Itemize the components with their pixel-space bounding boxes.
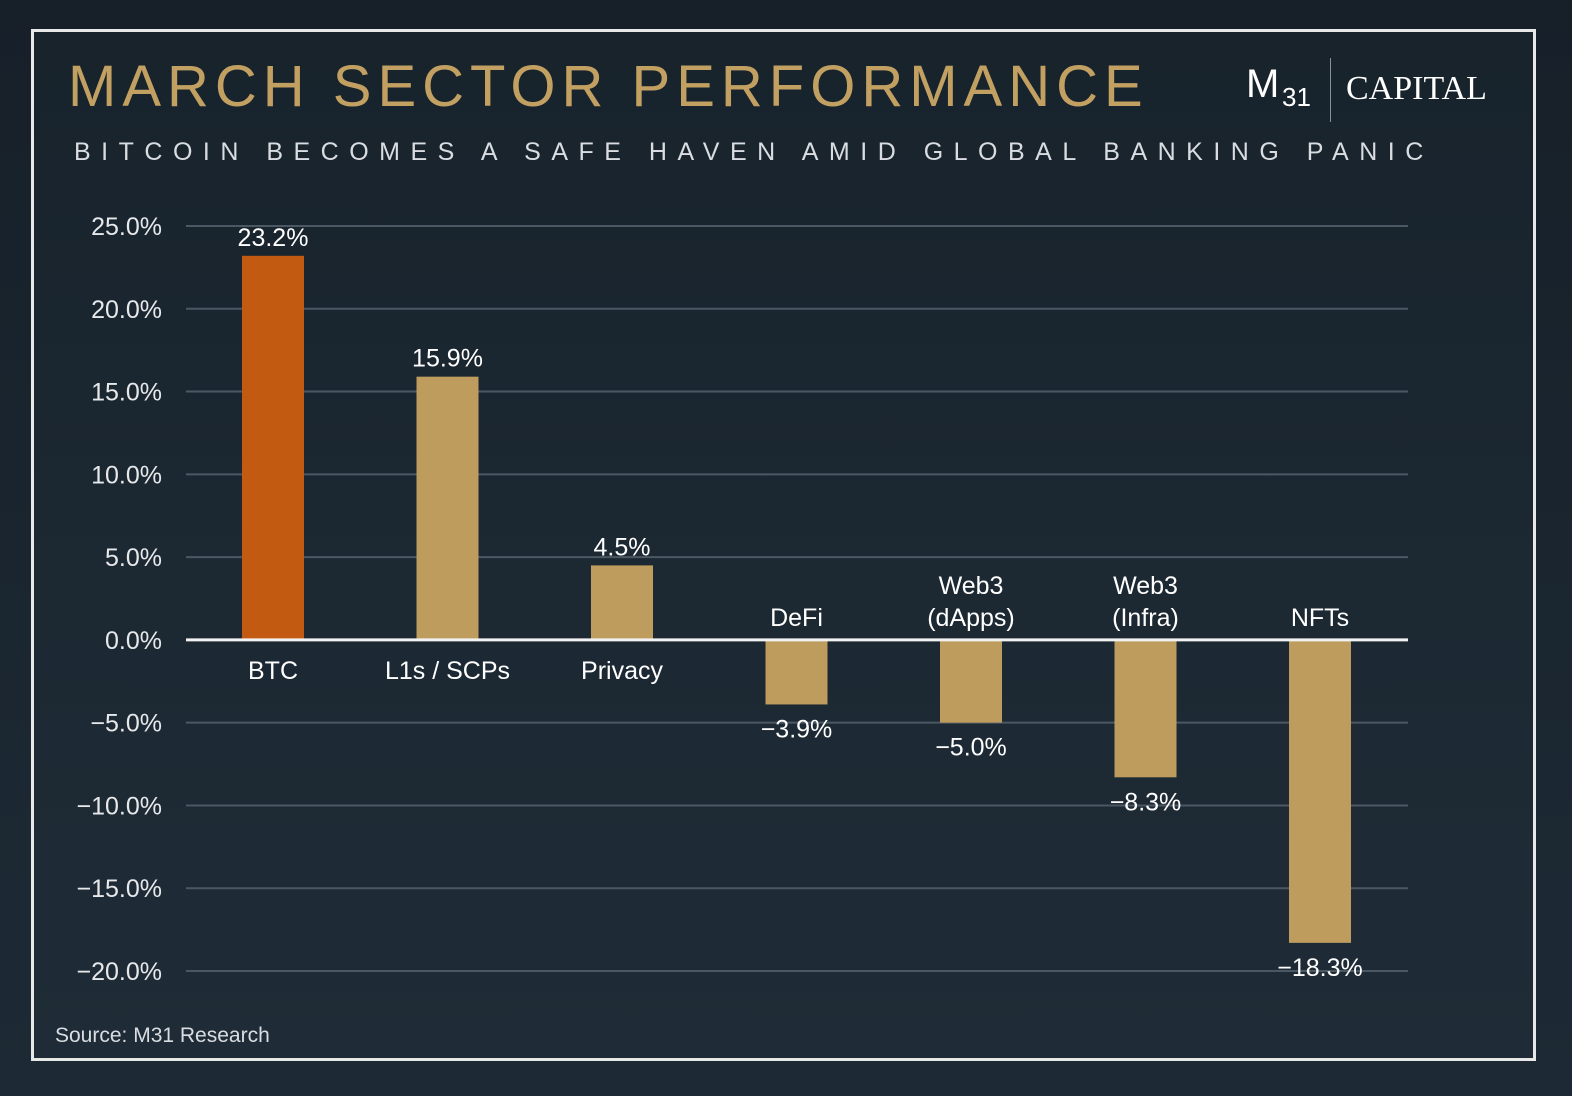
logo-divider: [1330, 58, 1331, 122]
bar: [416, 376, 479, 640]
bar: [1114, 639, 1177, 778]
data-label: −18.3%: [1277, 954, 1363, 982]
y-tick-label: 15.0%: [91, 379, 162, 407]
bars: [242, 255, 1351, 943]
bar: [1289, 639, 1351, 943]
data-label: −8.3%: [1110, 788, 1182, 816]
y-tick-label: −5.0%: [90, 710, 162, 738]
category-label: Web3 (Infra): [1112, 572, 1179, 632]
y-tick-label: 5.0%: [105, 544, 162, 572]
y-tick-label: 25.0%: [91, 213, 162, 241]
labels: 23.2% BTC 15.9% L1s / SCPs 4.5% Privacy −3.9% D…: [238, 224, 1363, 982]
data-label: 4.5%: [594, 533, 651, 561]
data-label: −5.0%: [935, 734, 1007, 762]
bar: [940, 639, 1002, 723]
category-label: BTC: [248, 657, 298, 685]
logo-capital: CAPITAL: [1346, 70, 1487, 107]
logo-subscript: 31: [1282, 82, 1311, 112]
grid-lines: [186, 225, 1408, 972]
y-axis-ticks: 25.0% 20.0% 15.0% 10.0% 5.0% 0.0% −5.0% −10.0% −…: [77, 213, 163, 986]
data-label: −3.9%: [761, 715, 833, 743]
logo-m: M: [1246, 62, 1280, 106]
category-label: L1s / SCPs: [385, 657, 510, 685]
y-tick-label: 20.0%: [91, 296, 162, 324]
bar: [591, 565, 653, 640]
y-tick-label: 10.0%: [91, 461, 162, 489]
y-tick-label: −15.0%: [77, 875, 163, 903]
y-tick-label: −10.0%: [77, 792, 163, 820]
chart-subtitle: BITCOIN BECOMES A SAFE HAVEN AMID GLOBAL…: [74, 138, 1434, 166]
m31-capital-logo: M 31 CAPITAL: [1246, 58, 1506, 124]
data-label: 15.9%: [412, 345, 483, 373]
data-label: 23.2%: [238, 224, 309, 252]
y-tick-label: −20.0%: [77, 958, 163, 986]
category-label: DeFi: [770, 604, 823, 632]
chart-title: MARCH SECTOR PERFORMANCE: [68, 54, 1149, 119]
category-label: Web3 (dApps): [927, 572, 1015, 632]
category-label: NFTs: [1291, 604, 1349, 632]
y-tick-label: 0.0%: [105, 627, 162, 655]
category-label: Privacy: [581, 657, 663, 685]
bar: [765, 639, 828, 705]
bar: [242, 255, 304, 640]
source-note: Source: M31 Research: [55, 1024, 270, 1047]
